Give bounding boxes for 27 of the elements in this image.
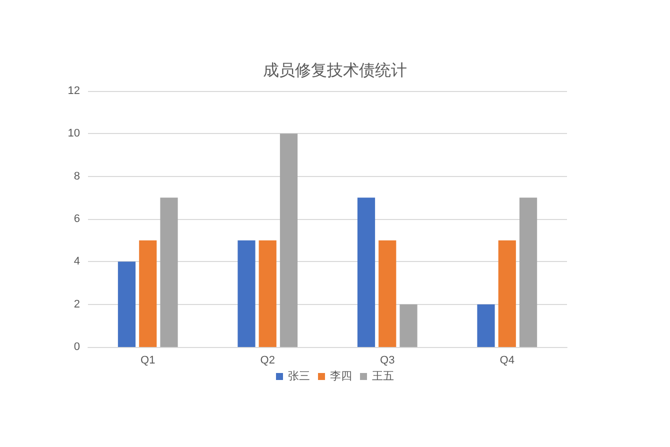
y-tick-label: 10 — [68, 128, 80, 140]
bar — [139, 240, 157, 347]
x-tick-label: Q3 — [380, 354, 395, 366]
x-tick-label: Q4 — [500, 354, 514, 366]
bar — [477, 304, 495, 347]
y-tick-label: 12 — [68, 85, 80, 97]
chart-title: 成员修复技术债统计 — [263, 62, 407, 80]
legend-label: 张三 — [288, 370, 310, 382]
bar — [238, 240, 256, 347]
x-tick-label: Q1 — [140, 354, 156, 366]
bar — [519, 198, 538, 347]
x-tick-label: Q2 — [260, 354, 275, 366]
y-tick-label: 4 — [74, 256, 80, 268]
legend-label: 王五 — [372, 370, 394, 382]
y-tick-label: 6 — [74, 213, 80, 225]
bar — [280, 134, 298, 347]
bar — [118, 262, 136, 347]
y-tick-label: 0 — [74, 341, 80, 353]
bar — [498, 240, 516, 347]
bar — [357, 198, 376, 347]
y-tick-label: 8 — [74, 170, 80, 182]
bar — [160, 198, 178, 347]
bar — [378, 240, 396, 347]
legend-label: 李四 — [330, 370, 352, 382]
bar — [258, 240, 276, 347]
bar — [400, 304, 418, 347]
y-tick-label: 2 — [74, 298, 80, 310]
